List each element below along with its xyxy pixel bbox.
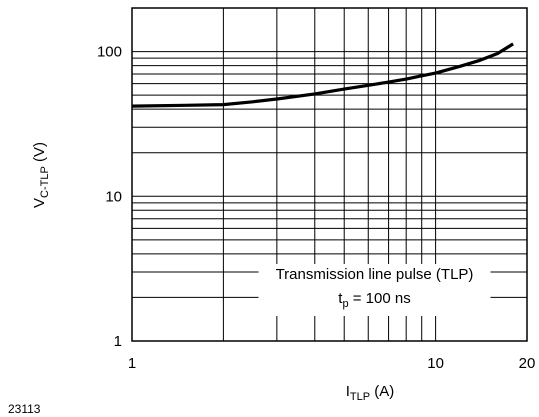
y-tick-label: 1	[114, 333, 122, 350]
figure-id: 23113	[8, 402, 41, 416]
x-tick-label: 1	[128, 355, 136, 372]
x-axis-label-unit: (A)	[370, 383, 394, 400]
annotation-line-1: Transmission line pulse (TLP)	[276, 266, 474, 283]
y-axis-label-subscript: C-TLP	[39, 166, 51, 198]
y-tick-label: 10	[105, 188, 122, 205]
x-tick-label: 10	[427, 355, 444, 372]
annotation-t-subscript: p	[342, 298, 348, 310]
y-axis-label-main: V	[31, 198, 48, 208]
x-axis-label: ITLP (A)	[346, 383, 395, 403]
y-axis-label-unit: (V)	[31, 142, 48, 166]
x-tick-label: 20	[519, 355, 536, 372]
chart-grid	[132, 8, 527, 341]
annotation: Transmission line pulse (TLP) tp = 100 n…	[258, 264, 491, 316]
y-tick-label: 100	[97, 44, 122, 61]
y-tick-labels: 1 10 100	[97, 44, 122, 350]
x-axis-label-main: I	[346, 383, 350, 400]
annotation-line-2: tp = 100 ns	[338, 290, 410, 310]
annotation-background	[258, 264, 491, 316]
series-line	[131, 42, 514, 108]
x-axis-label-subscript: TLP	[350, 391, 370, 403]
annotation-t: t	[338, 290, 343, 307]
plot-frame	[131, 7, 528, 342]
y-axis-label: VC-TLP (V)	[31, 142, 51, 208]
annotation-t-value: = 100 ns	[349, 290, 411, 307]
x-tick-labels: 1 10 20	[128, 355, 536, 372]
